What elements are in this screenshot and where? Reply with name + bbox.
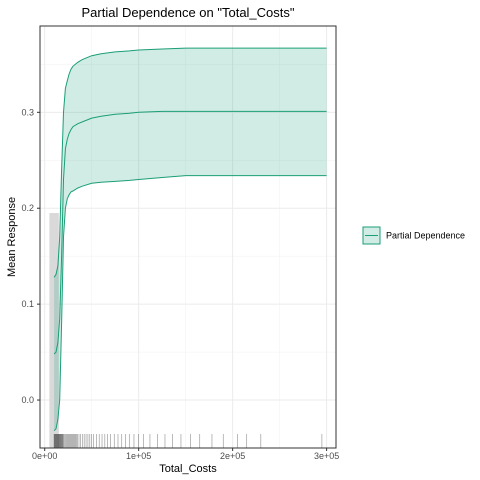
- y-axis-title: Mean Response: [6, 197, 18, 277]
- plot-border: [39, 25, 337, 449]
- x-tick-label: 2e+05: [220, 451, 245, 461]
- x-tick-label: 1e+05: [126, 451, 151, 461]
- y-tick-label: 0.1: [21, 299, 34, 309]
- y-axis: 0.0 0.1 0.2 0.3: [21, 107, 40, 405]
- lower-bound-line: [53, 175, 327, 432]
- legend-label: Partial Dependence: [386, 231, 465, 241]
- rug-marks: [53, 434, 323, 448]
- y-tick-label: 0.3: [21, 107, 34, 117]
- x-axis-title: Total_Costs: [159, 463, 217, 475]
- series-layer: [53, 47, 327, 432]
- partial-dependence-line: [53, 110, 327, 355]
- plot-area: [39, 25, 337, 449]
- histogram: [49, 213, 59, 448]
- plot-background: [40, 26, 336, 448]
- y-tick-label: 0.0: [21, 395, 34, 405]
- x-tick-label: 0e+00: [32, 451, 57, 461]
- chart-title: Partial Dependence on "Total_Costs": [81, 5, 294, 20]
- x-tick-label: 3e+05: [314, 451, 339, 461]
- grid-major: [40, 26, 336, 448]
- y-tick-label: 0.2: [21, 203, 34, 213]
- x-axis: 0e+00 1e+05 2e+05 3e+05: [32, 448, 339, 461]
- upper-bound-line: [53, 47, 327, 278]
- confidence-band: [54, 48, 327, 431]
- legend: Partial Dependence: [362, 226, 465, 245]
- histogram-bar: [49, 213, 59, 448]
